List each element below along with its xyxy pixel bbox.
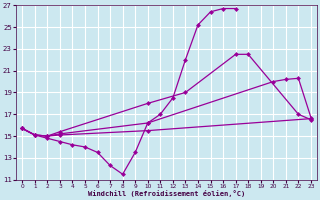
X-axis label: Windchill (Refroidissement éolien,°C): Windchill (Refroidissement éolien,°C)	[88, 190, 245, 197]
